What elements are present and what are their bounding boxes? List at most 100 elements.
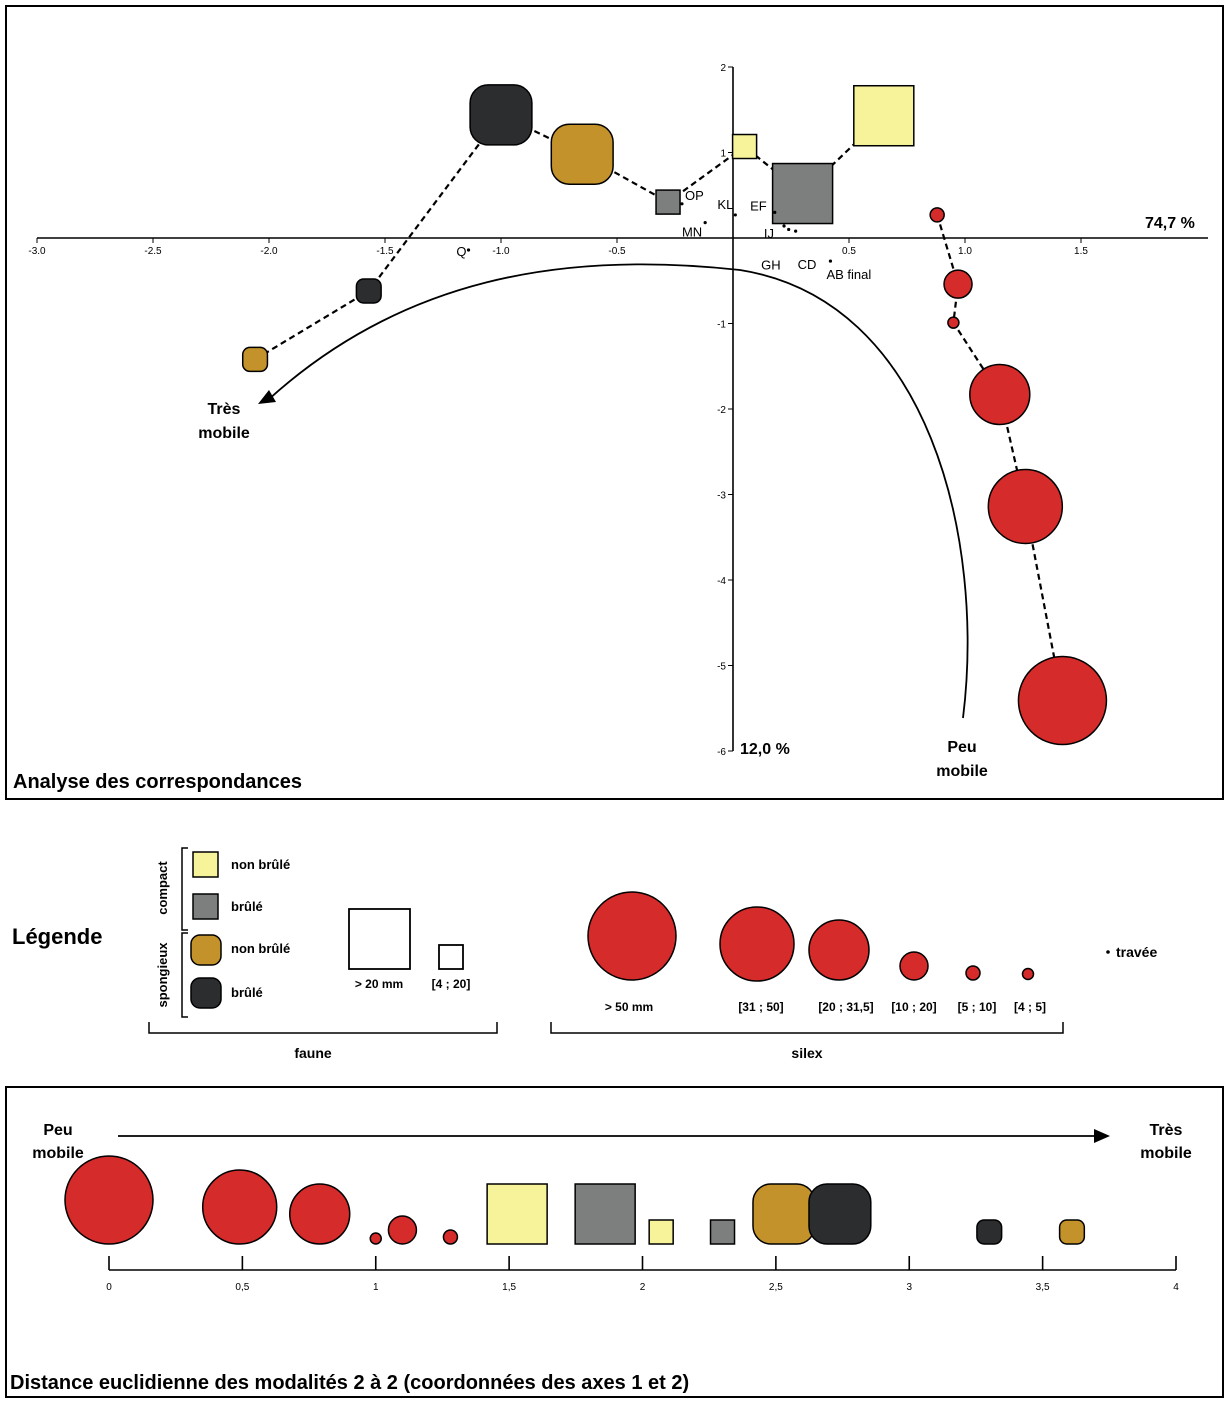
x-tick-label-8: 1.5 xyxy=(1074,246,1088,257)
distance-tick-label-8: 4 xyxy=(1173,1282,1179,1293)
faune-size-large-box xyxy=(348,908,411,970)
silex-point-3 xyxy=(969,363,1031,426)
euclidean-distance-panel: Peu mobile Très mobile 0 0,5 1 1,5 2 2,5 3 3,5 4… xyxy=(5,1086,1224,1398)
panel-title: Distance euclidienne des modalités 2 à 2… xyxy=(10,1372,689,1394)
y-tick-label-7: -6 xyxy=(717,747,726,758)
travee-label-0: OP xyxy=(685,188,704,203)
faune-size-small-box xyxy=(438,944,464,970)
annotation-tres-mobile-1: Très xyxy=(1150,1122,1183,1139)
faune-bracket xyxy=(148,1022,498,1034)
y-tick-label-6: -5 xyxy=(717,662,726,673)
annotation-peu-mobile-1: Peu xyxy=(43,1122,72,1139)
travee-label-6: CD xyxy=(798,257,817,272)
label-spongieux-non-brule: non brûlé xyxy=(231,941,290,956)
travee-label-1: KL xyxy=(717,197,733,212)
distance-point-6 xyxy=(486,1183,548,1245)
distance-points xyxy=(64,1155,1086,1245)
swatch-compact-non-brule xyxy=(192,851,219,878)
data-points xyxy=(241,84,1108,746)
axes: -3.0 -2.5 -2.0 -1.5 -1.0 -0.5 0.5 1.0 1.5 2 1 -1 -2 -… xyxy=(28,63,1208,758)
annotation-peu-mobile-1: Peu xyxy=(947,739,976,756)
silex-size-4-label: [10 ; 20] xyxy=(891,1000,936,1014)
label-compact-brule: brûlé xyxy=(231,899,263,914)
compact-bracket xyxy=(181,847,188,931)
annotation-tres-mobile-1: Très xyxy=(208,401,241,418)
travee-label-2: MN xyxy=(682,225,702,240)
x-tick-label-3: -1.5 xyxy=(376,246,394,257)
distance-point-7 xyxy=(574,1183,636,1245)
label-compact-non-brule: non brûlé xyxy=(231,857,290,872)
distance-point-0 xyxy=(64,1155,154,1245)
distance-tick-label-4: 2 xyxy=(640,1282,646,1293)
silex-size-6-circle xyxy=(1021,967,1035,981)
distance-point-12 xyxy=(976,1219,1003,1245)
swatch-compact-brule xyxy=(192,893,219,920)
faune-trajectory-line xyxy=(254,113,885,361)
silex-size-2-label: [31 ; 50] xyxy=(738,1000,783,1014)
silex-label: silex xyxy=(791,1045,822,1061)
silex-bracket xyxy=(550,1022,1064,1034)
faune-point-1 xyxy=(355,278,382,304)
distance-axis: 0 0,5 1 1,5 2 2,5 3 3,5 4 xyxy=(106,1256,1179,1293)
y-tick-label-3: -2 xyxy=(717,405,726,416)
mobility-arc xyxy=(267,263,969,719)
swatch-spongieux-brule xyxy=(190,977,222,1009)
distance-tick-label-1: 0,5 xyxy=(235,1282,249,1293)
travee-dot-7 xyxy=(828,259,833,263)
x-tick-label-7: 1.0 xyxy=(958,246,972,257)
panel-frame xyxy=(5,5,1224,800)
distance-point-10 xyxy=(752,1183,816,1245)
silex-size-3-label: [20 ; 31,5] xyxy=(818,1000,873,1014)
x-tick-label-6: 0.5 xyxy=(842,246,856,257)
faune-point-5 xyxy=(731,133,758,160)
y-tick-label-5: -4 xyxy=(717,576,726,587)
travee-points: OP KL MN EF IJ GH CD AB final Q xyxy=(456,188,871,282)
faune-size-large-label: > 20 mm xyxy=(355,977,403,991)
travee-dot-3 xyxy=(773,210,777,214)
travee-label-8: Q xyxy=(456,244,466,259)
travee-label-4: IJ xyxy=(764,226,774,241)
travee-dot-2 xyxy=(703,221,707,225)
x-tick-label-4: -1.0 xyxy=(492,246,510,257)
distance-point-9 xyxy=(709,1219,736,1245)
faune-label: faune xyxy=(294,1045,332,1061)
travee-legend-label: travée xyxy=(1116,944,1157,960)
silex-point-0 xyxy=(929,207,945,223)
distance-point-2 xyxy=(288,1183,351,1245)
x-tick-label-2: -2.0 xyxy=(260,246,278,257)
y-tick-label-4: -3 xyxy=(717,491,726,502)
y-axis-label: 12,0 % xyxy=(740,741,790,758)
spongieux-bracket xyxy=(181,932,188,1018)
faune-point-0 xyxy=(241,346,269,373)
faune-size-small-label: [4 ; 20] xyxy=(432,977,471,991)
mobility-arrow-head xyxy=(258,390,276,404)
travee-dot-1 xyxy=(733,213,737,217)
silex-size-3-circle xyxy=(808,919,870,981)
annotation-peu-mobile-2: mobile xyxy=(936,763,988,780)
y-tick-label-2: -1 xyxy=(717,320,726,331)
faune-point-6 xyxy=(771,162,834,225)
silex-point-4 xyxy=(987,468,1064,545)
travee-legend-dot xyxy=(1106,950,1110,954)
silex-size-6-label: [4 ; 5] xyxy=(1014,1000,1046,1014)
annotation-tres-mobile-2: mobile xyxy=(1140,1145,1192,1162)
distance-tick-label-7: 3,5 xyxy=(1036,1282,1050,1293)
mobility-arrow-head xyxy=(1094,1129,1110,1143)
distance-tick-label-3: 1,5 xyxy=(502,1282,516,1293)
panel-title: Analyse des correspondances xyxy=(13,771,302,793)
travee-dot-0 xyxy=(680,202,684,206)
silex-size-1-label: > 50 mm xyxy=(605,1000,653,1014)
distance-tick-label-6: 3 xyxy=(906,1282,912,1293)
travee-dot-5 xyxy=(787,227,791,232)
distance-tick-label-0: 0 xyxy=(106,1282,112,1293)
faune-point-4 xyxy=(655,189,681,215)
silex-point-1 xyxy=(943,269,973,299)
silex-size-1-circle xyxy=(587,891,677,981)
travee-dot-6 xyxy=(794,229,798,233)
distance-point-4 xyxy=(387,1215,418,1245)
label-spongieux-brule: brûlé xyxy=(231,985,263,1000)
x-tick-label-0: -3.0 xyxy=(28,246,46,257)
x-axis-label: 74,7 % xyxy=(1145,215,1195,232)
travee-dot-4 xyxy=(782,224,786,228)
